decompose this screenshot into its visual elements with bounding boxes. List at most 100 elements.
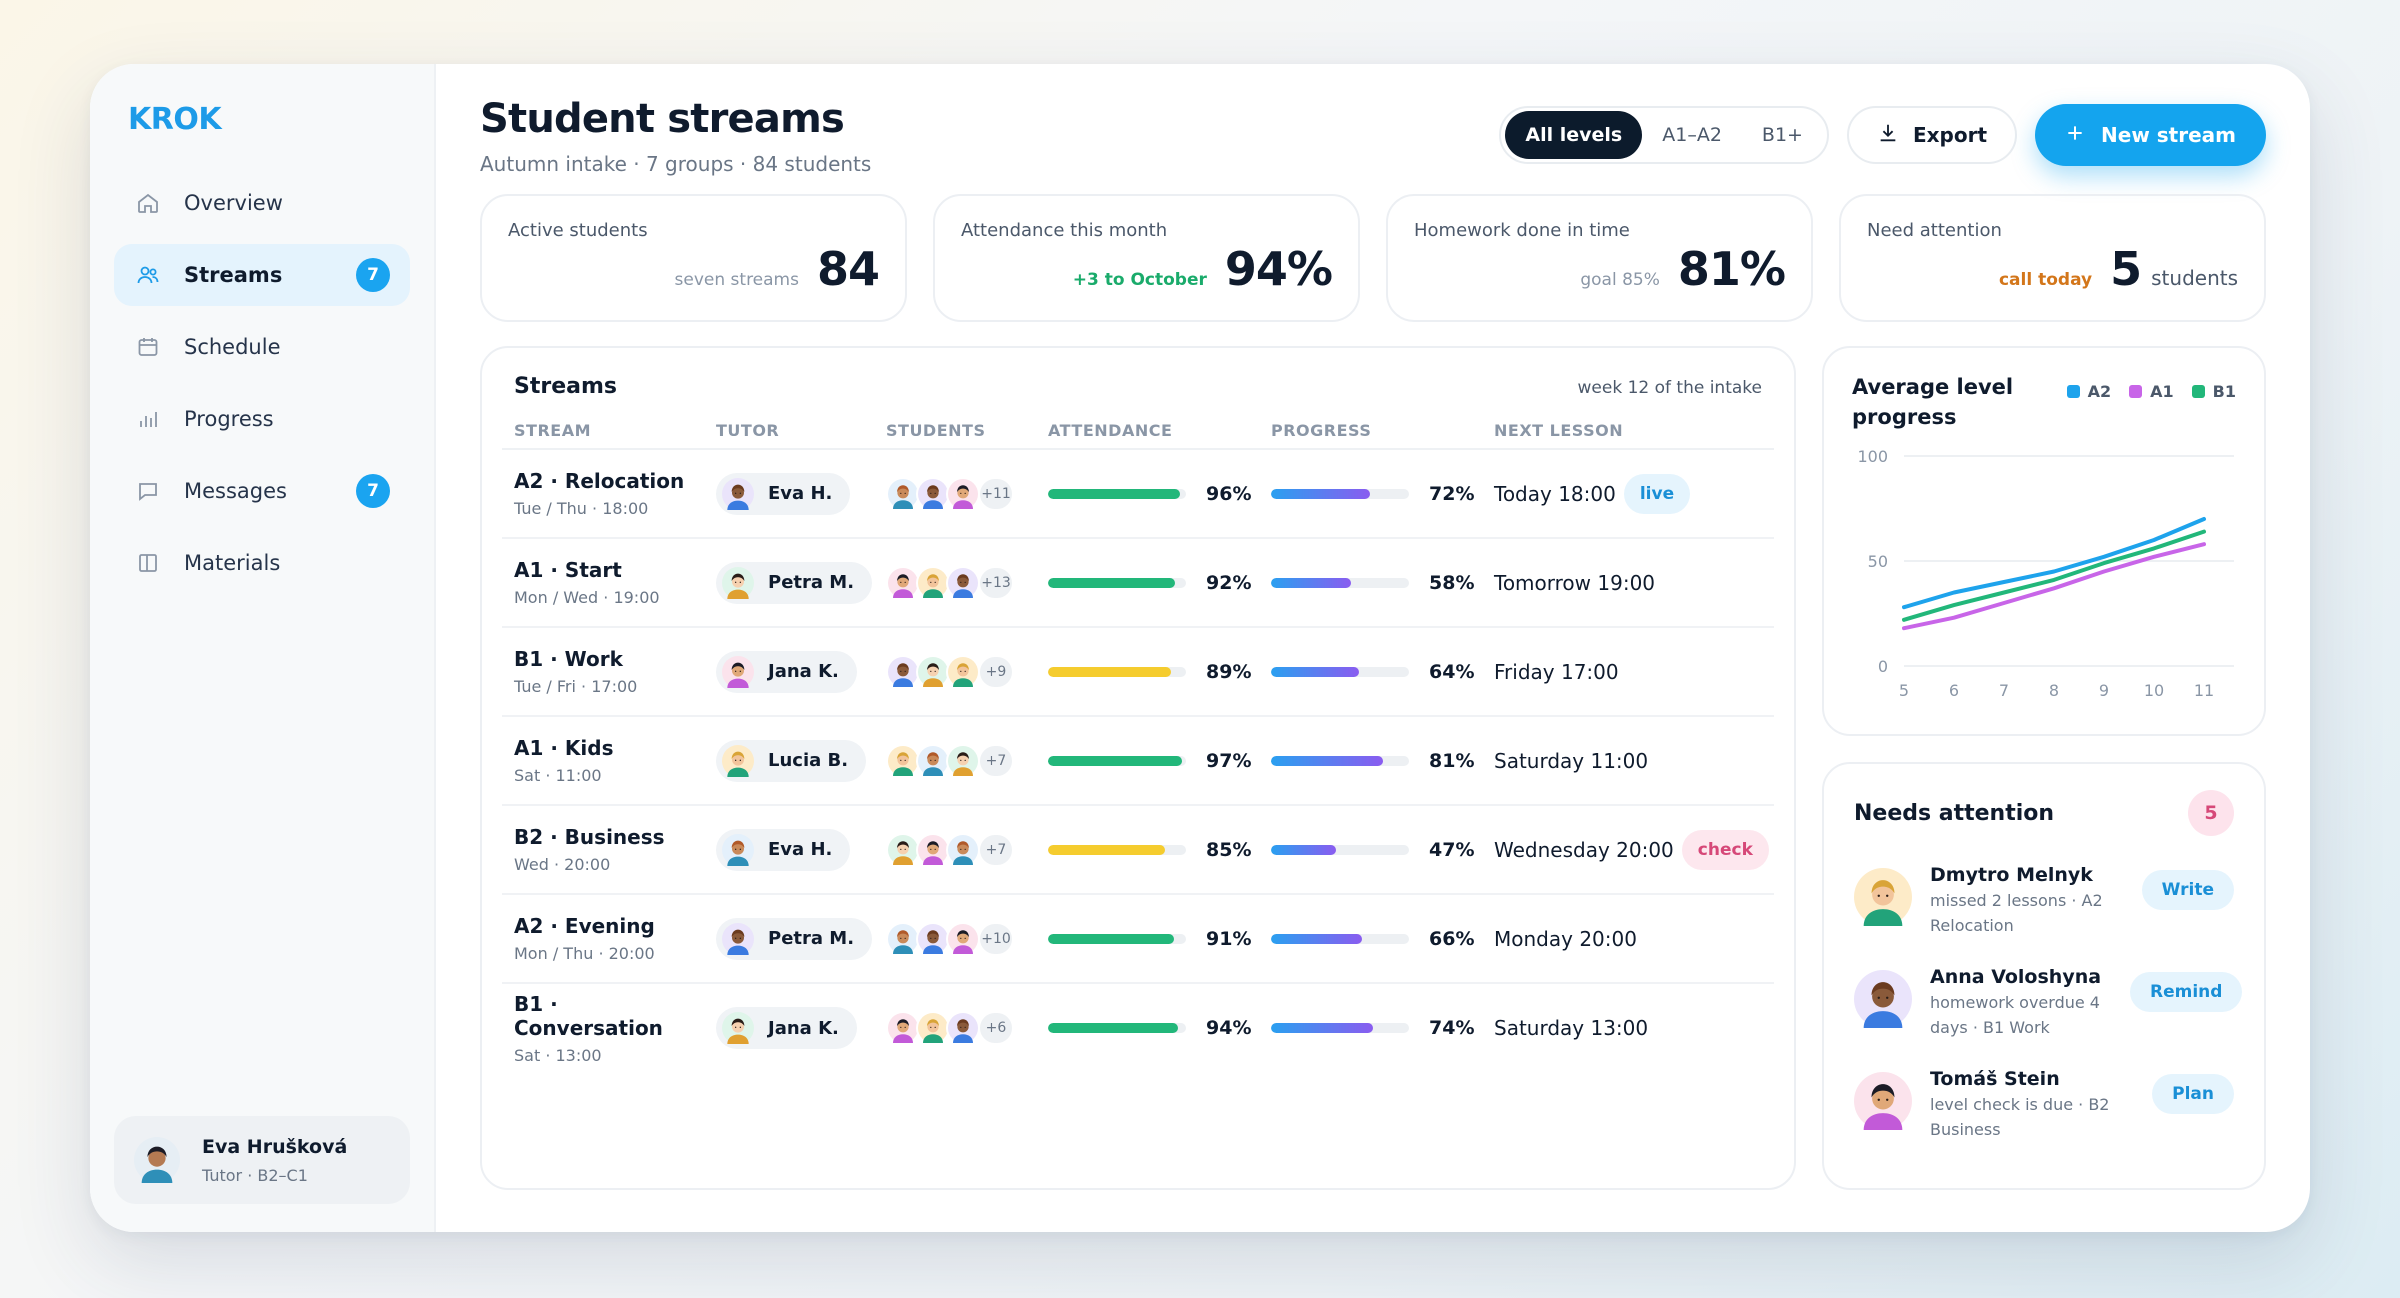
progress-bar [1271,577,1409,588]
check-tag[interactable]: check [1681,829,1769,870]
tutor-chip[interactable]: Jana K. [716,1007,857,1049]
tutor-chip[interactable]: Lucia B. [716,739,867,782]
stream-name[interactable]: B2 · Business [514,825,665,849]
tutor-cell: Jana K. [704,627,874,717]
tutor-chip[interactable]: Jana K. [716,650,857,693]
new-stream-button[interactable]: New stream [2035,104,2266,166]
series-line-b1 [1902,529,2206,622]
next-lesson: Saturday 13:00 [1494,1016,1649,1040]
stream-cell: A1 · Kids Sat · 11:00 [502,716,704,806]
avatar [916,1011,950,1045]
col-students: STUDENTS [874,413,1036,450]
progress-bar [1271,933,1409,944]
attention-reason: level check is due · B2 Business [1930,1095,2110,1139]
students-cell: +13 [874,538,1036,628]
next-lesson-cell: Today 18:00 live [1482,449,1774,539]
avatar [946,565,980,600]
x-tick-label: 11 [2194,681,2214,700]
page-header: Student streams Autumn intake · 7 groups… [480,94,2266,194]
streams-count-badge: 7 [356,258,390,292]
col-attendance: ATTENDANCE [1036,413,1259,450]
tutor-chip[interactable]: Eva H. [716,472,851,515]
progress-bar-fill [1271,755,1383,766]
attendance-bar [1048,755,1186,766]
tutor-chip[interactable]: Eva H. [716,828,851,871]
next-lesson-cell: Monday 20:00 [1482,894,1774,984]
table-row[interactable]: B1 · Work Tue / Fri · 17:00 Jana K. [502,627,1774,717]
table-row[interactable]: B1 · Conversation Sat · 13:00 Jana K. [502,983,1774,1072]
tutor-cell: Petra M. [704,894,874,984]
student-avatars[interactable]: +9 [886,654,1036,689]
remind-button[interactable]: Remind [2130,972,2243,1012]
progress-bar-fill [1271,488,1371,499]
live-tag[interactable]: live [1623,473,1691,514]
stats-row: Active students seven streams 84 Attenda… [480,194,2266,322]
student-avatars[interactable]: +7 [886,832,1036,867]
sidebar-item-materials[interactable]: Materials [114,532,410,594]
plan-button[interactable]: Plan [2152,1074,2234,1114]
student-avatars[interactable]: +13 [886,565,1036,600]
student-avatars[interactable]: +6 [886,1011,1036,1045]
calendar-icon [134,333,162,361]
table-row[interactable]: A1 · Kids Sat · 11:00 Lucia B. [502,716,1774,806]
stat-note: call today [1998,270,2093,290]
tutor-cell: Eva H. [704,449,874,539]
filter-a1-a2[interactable]: A1–A2 [1662,124,1722,146]
tutor-chip[interactable]: Petra M. [716,917,873,960]
stream-cell: B1 · Work Tue / Fri · 17:00 [502,627,704,717]
attendance-cell: 94% [1036,983,1259,1072]
students-cell: +7 [874,716,1036,806]
progress-cell: 58% [1259,538,1482,628]
student-avatars[interactable]: +7 [886,743,1036,778]
stat-note: seven streams [674,270,799,290]
filter-all-levels[interactable]: All levels [1505,111,1643,159]
x-tick-label: 9 [2099,681,2109,700]
attendance-bar [1048,1023,1186,1033]
table-row[interactable]: A1 · Start Mon / Wed · 19:00 Petra M. [502,538,1774,628]
stream-name[interactable]: A2 · Relocation [514,469,685,493]
attendance-bar [1048,666,1186,677]
avatar [886,832,920,867]
stream-name[interactable]: B1 · Conversation [514,991,663,1040]
attendance-bar [1048,933,1186,944]
export-button[interactable]: Export [1846,106,2018,164]
write-button[interactable]: Write [2141,870,2234,910]
progress-value: 64% [1429,660,1475,683]
attention-count-badge: 5 [2188,790,2234,836]
tutor-name: Lucia B. [768,750,849,771]
page-subtitle: Autumn intake · 7 groups · 84 students [480,152,872,176]
progress-bar [1271,755,1409,766]
student-avatars[interactable]: +10 [886,921,1036,956]
stat-note: +3 to October [1072,270,1207,290]
user-profile[interactable]: Eva Hrušková Tutor · B2–C1 [114,1116,410,1204]
stream-name[interactable]: A2 · Evening [514,914,655,938]
stream-name[interactable]: A1 · Start [514,558,622,582]
sidebar-item-overview[interactable]: Overview [114,172,410,234]
sidebar-item-messages[interactable]: Messages 7 [114,460,410,522]
table-row[interactable]: A2 · Evening Mon / Thu · 20:00 Petra M. [502,894,1774,984]
students-cell: +11 [874,449,1036,539]
next-lesson-cell: Friday 17:00 [1482,627,1774,717]
avatar [722,1012,754,1044]
attendance-cell: 96% [1036,449,1259,539]
more-students-count: +13 [978,565,1014,600]
tutor-chip[interactable]: Petra M. [716,561,873,604]
stream-name[interactable]: B1 · Work [514,647,623,671]
attendance-bar-fill [1048,1023,1178,1033]
filter-b1-plus[interactable]: B1+ [1761,124,1803,146]
stream-cell: A1 · Start Mon / Wed · 19:00 [502,538,704,628]
streams-card: Streams week 12 of the intake STREAM TUT… [480,346,1796,1190]
sidebar-item-streams[interactable]: Streams 7 [114,244,410,306]
sidebar-item-schedule[interactable]: Schedule [114,316,410,378]
table-row[interactable]: A2 · Relocation Tue / Thu · 18:00 Eva H. [502,449,1774,539]
tutor-name: Jana K. [768,661,839,682]
next-lesson-cell: Saturday 11:00 [1482,716,1774,806]
stream-name[interactable]: A1 · Kids [514,736,614,760]
student-avatars[interactable]: +11 [886,476,1036,511]
table-row[interactable]: B2 · Business Wed · 20:00 Eva H. [502,805,1774,895]
stat-unit: students [2151,266,2238,290]
table-header-row: STREAM TUTOR STUDENTS ATTENDANCE PROGRES… [502,413,1774,450]
avatar [722,744,754,777]
sidebar-item-progress[interactable]: Progress [114,388,410,450]
progress-value: 47% [1429,838,1475,861]
